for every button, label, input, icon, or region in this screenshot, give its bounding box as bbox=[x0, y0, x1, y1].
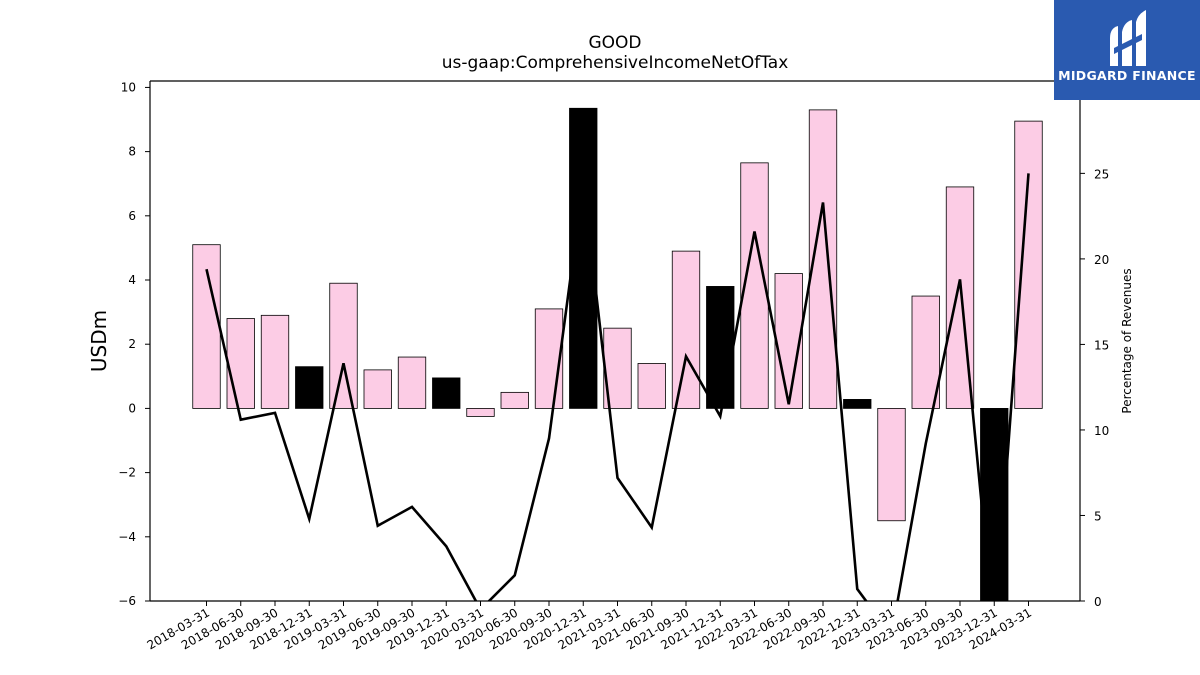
percentage-line bbox=[205, 173, 1030, 601]
y2-tick-label: 10 bbox=[1094, 424, 1109, 438]
bar bbox=[877, 408, 906, 522]
bar bbox=[1014, 120, 1043, 409]
bar bbox=[260, 314, 290, 409]
y2-tick-label: 5 bbox=[1094, 509, 1102, 523]
bar bbox=[671, 250, 701, 409]
bar bbox=[226, 318, 255, 409]
bar bbox=[911, 295, 940, 409]
chart-subtitle: us-gaap:ComprehensiveIncomeNetOfTax bbox=[442, 53, 789, 73]
bar bbox=[843, 399, 872, 409]
midgard-logo-icon bbox=[1110, 10, 1146, 66]
bar bbox=[295, 366, 324, 409]
bar bbox=[466, 408, 495, 417]
bar bbox=[329, 282, 358, 409]
brand-logo: MIDGARD FINANCE bbox=[1054, 0, 1200, 100]
plot-area: −6−4−2024681005101520252018-03-312018-06… bbox=[118, 80, 1109, 652]
y2-tick-label: 15 bbox=[1094, 338, 1109, 352]
y2-tick-label: 0 bbox=[1094, 595, 1102, 609]
y-tick-label: −4 bbox=[118, 530, 136, 544]
y-tick-label: −2 bbox=[118, 466, 136, 480]
y-tick-label: 10 bbox=[121, 80, 136, 94]
bar bbox=[363, 369, 392, 409]
bar bbox=[706, 286, 735, 409]
y-tick-label: −6 bbox=[118, 594, 136, 608]
y2-tick-label: 25 bbox=[1094, 167, 1109, 181]
bar bbox=[397, 356, 427, 409]
y-axis-label: USDm bbox=[87, 310, 111, 372]
bar bbox=[432, 377, 461, 409]
y2-tick-label: 20 bbox=[1094, 253, 1109, 267]
logo-text: MIDGARD FINANCE bbox=[1058, 68, 1196, 83]
chart-title: GOOD bbox=[588, 33, 641, 53]
bar bbox=[534, 308, 564, 409]
y-tick-label: 4 bbox=[128, 273, 136, 287]
y-tick-label: 6 bbox=[128, 209, 136, 223]
y-tick-label: 0 bbox=[128, 401, 136, 415]
bar bbox=[637, 363, 666, 409]
y-tick-label: 8 bbox=[128, 145, 136, 159]
bar bbox=[500, 391, 529, 409]
y2-axis-label: Percentage of Revenues bbox=[1120, 268, 1134, 413]
y-tick-label: 2 bbox=[128, 337, 136, 351]
